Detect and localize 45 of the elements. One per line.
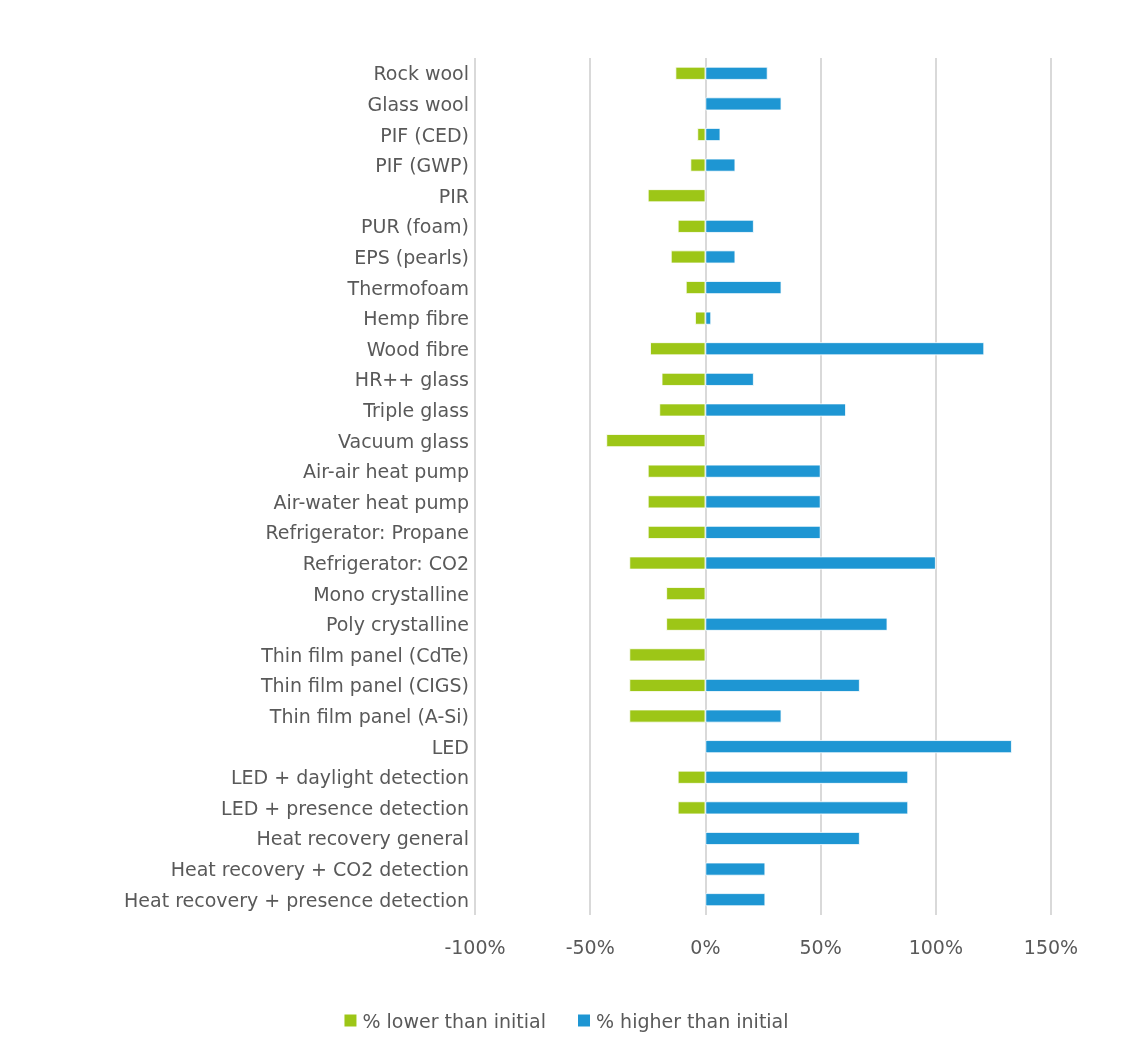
y-tick-label: LED + daylight detection: [230, 766, 469, 789]
bar: [705, 97, 782, 111]
y-tick-label: Triple glass: [362, 398, 469, 421]
bar: [666, 587, 706, 601]
y-tick-label: Thin film panel (CdTe): [260, 643, 469, 666]
y-tick-label: PIR: [438, 184, 469, 207]
bar: [705, 740, 1012, 754]
y-tick-label: Air-water heat pump: [273, 490, 469, 513]
x-tick-label: 150%: [1023, 935, 1079, 958]
y-tick-label: Poly crystalline: [325, 613, 469, 636]
y-tick-label: Refrigerator: CO2: [302, 552, 469, 575]
bar: [606, 434, 706, 448]
y-tick-label: Thin film panel (A-Si): [268, 705, 469, 728]
y-tick-label: Heat recovery general: [256, 827, 469, 850]
y-tick-label: Glass wool: [367, 92, 469, 115]
y-tick-label: PIF (GWP): [375, 154, 469, 177]
bar: [629, 648, 706, 662]
y-tick-label: HR++ glass: [354, 368, 469, 391]
y-tick-label: Heat recovery + CO2 detection: [170, 858, 469, 881]
x-tick-label: -50%: [565, 935, 615, 958]
x-tick-label: -100%: [444, 935, 506, 958]
x-tick-label: 50%: [799, 935, 842, 958]
bar: [705, 893, 766, 907]
x-tick-label: 0%: [690, 935, 721, 958]
y-tick-label: Wood fibre: [366, 337, 469, 360]
y-tick-label: Mono crystalline: [313, 582, 469, 605]
y-tick-label: Refrigerator: Propane: [265, 521, 469, 544]
y-tick-label: Vacuum glass: [337, 429, 469, 452]
y-tick-label: Air-air heat pump: [302, 460, 469, 483]
y-tick-label: LED + presence detection: [221, 796, 469, 819]
y-tick-label: Hemp fibre: [363, 307, 469, 330]
y-tick-label: PIF (CED): [380, 123, 469, 146]
y-tick-label: Thin film panel (CIGS): [259, 674, 469, 697]
y-tick-label: Thermofoam: [346, 276, 469, 299]
y-tick-label: LED: [431, 735, 469, 758]
y-tick-label: Rock wool: [373, 62, 469, 85]
x-tick-label: 100%: [908, 935, 963, 958]
legend-label: % lower than initial: [362, 1009, 547, 1032]
y-tick-label: EPS (pearls): [354, 245, 469, 268]
bar: [647, 189, 706, 203]
legend-label: % higher than initial: [596, 1009, 789, 1032]
y-tick-label: PUR (foam): [361, 215, 469, 238]
bar: [705, 831, 860, 845]
y-tick-label: Heat recovery + presence detection: [124, 888, 469, 911]
bar: [705, 862, 766, 876]
